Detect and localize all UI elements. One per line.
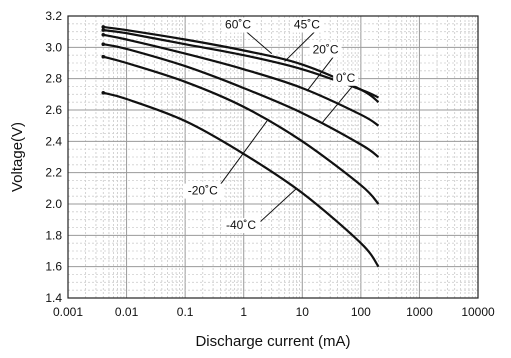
y-tick-label: 2.2 [45,166,62,180]
x-tick-label: 0.01 [115,305,139,319]
series-line [103,43,380,158]
x-axis-title: Discharge current (mA) [195,333,350,350]
curve-label: -20˚C [188,184,218,198]
label-leader-line [306,56,334,92]
x-tick-label: 10000 [461,305,495,319]
label-background [222,17,255,33]
label-leader-line [284,31,316,62]
label-background [183,183,223,199]
series-start-point [101,54,106,59]
series-line [103,33,380,127]
y-tick-label: 1.6 [45,260,62,274]
y-tick-label: 1.4 [45,291,62,305]
series-lines [101,25,380,268]
x-tick-label: 0.001 [53,305,83,319]
y-tick-label: 2.8 [45,72,62,86]
label-background [309,42,342,58]
curve-label: 0˚C [336,71,356,85]
plot-frame [67,15,479,299]
series-start-point [101,90,106,95]
y-tick-label: 2.6 [45,103,62,117]
series-start-point [101,42,106,46]
y-tick-label: 1.8 [45,228,62,242]
x-tick-label: 10 [296,305,310,319]
y-tick-label: 2.0 [45,197,62,211]
label-background [290,17,323,33]
curve-label: 60˚C [225,18,251,32]
series-start-point [101,33,106,37]
x-tick-label: 100 [351,305,371,319]
series-start-point [101,28,106,32]
y-tick-label: 3.0 [45,40,62,54]
series-line [102,55,380,205]
y-axis-title: Voltage(V) [9,122,26,192]
curve-label: -40˚C [226,218,256,232]
x-tick-label: 1000 [406,305,433,319]
x-tick-label: 1 [240,305,247,319]
label-leader-line [321,84,355,123]
x-tick-label: 0.1 [177,305,194,319]
curve-label: 45˚C [294,18,320,32]
curve-label: 20˚C [313,43,339,57]
series-start-point [101,25,106,29]
curve-labels: 60˚C 45˚C 20˚C 0˚C -20˚C -40˚C [183,17,359,234]
y-tick-label: 2.4 [45,134,62,148]
series-line [103,91,380,268]
label-background [333,70,359,86]
label-background [221,218,261,234]
series-line [103,29,379,99]
label-leader-line [245,31,272,54]
y-tick-label: 3.2 [45,9,62,23]
axis-ticks: 0.001 0.01 0.1 1 10 100 1000 10000 1.4 1.6 1.8 2.0 2… [45,9,495,319]
grid [67,15,478,299]
